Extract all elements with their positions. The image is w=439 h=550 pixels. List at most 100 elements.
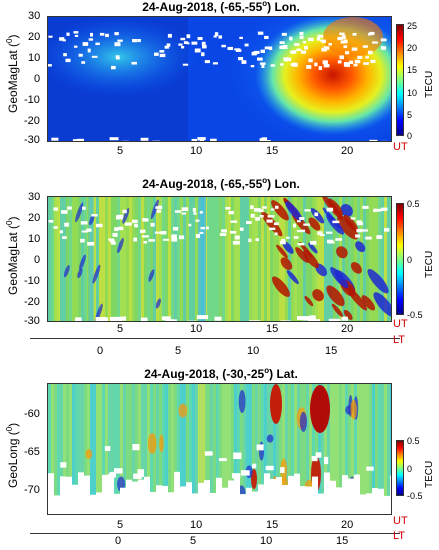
panel1-data-gap	[131, 61, 137, 65]
panel2-column-stripe	[90, 197, 93, 321]
panel3-column-stripe	[93, 384, 96, 514]
panel2-perturbation-blob	[346, 287, 368, 311]
panel2-perturbation-blob	[63, 265, 70, 278]
panel2-data-gap	[269, 227, 276, 231]
panel2-column-stripe	[51, 197, 54, 321]
panel2-heatmap	[47, 196, 392, 322]
panel2-perturbation-blob	[75, 202, 84, 223]
panel1-data-gap	[236, 49, 242, 52]
panel3-column-stripe	[123, 384, 126, 514]
panel2-data-gap	[373, 208, 378, 212]
panel3-column-stripe	[360, 384, 363, 514]
panel3-column-stripe	[147, 384, 150, 514]
panel3-data-gap	[354, 474, 360, 514]
panel2-column-stripe	[333, 197, 336, 321]
panel3-data-gap	[312, 476, 318, 514]
panel2-column-stripe	[219, 197, 222, 321]
panel2-column-stripe	[153, 197, 156, 321]
panel2-column-stripe	[144, 197, 147, 321]
panel1-data-gap	[279, 41, 285, 44]
panel2-data-gap	[61, 210, 68, 214]
panel2-data-gap	[296, 230, 304, 233]
panel1-data-gap	[357, 55, 363, 59]
panel3-data-gap	[114, 493, 120, 514]
panel2-perturbation-blob	[148, 269, 155, 282]
panel2-data-gap	[357, 222, 364, 226]
panel2-data-gap	[134, 223, 139, 228]
panel2-column-stripe	[336, 197, 339, 321]
panel3-data-gap	[162, 485, 168, 514]
panel2-data-gap	[332, 220, 340, 224]
panel2-column-stripe	[207, 197, 210, 321]
panel2-column-stripe	[330, 197, 333, 321]
panel1-data-gap	[345, 51, 350, 55]
panel3-data-gap	[315, 452, 322, 458]
panel1-ytick: 0	[34, 73, 41, 85]
panel2-column-stripe	[72, 197, 75, 321]
panel2-column-stripe	[249, 197, 252, 321]
panel2-column-stripe	[75, 197, 78, 321]
panel2-column-stripe	[321, 197, 324, 321]
panel2-data-gap	[275, 205, 279, 209]
panel3-perturbation-blob	[310, 385, 330, 433]
panel3-column-stripe	[312, 384, 315, 514]
panel1-data-gap	[285, 57, 292, 62]
panel2-tad-band	[88, 197, 94, 321]
panel2-data-gap	[143, 241, 148, 244]
panel2-column-stripe	[261, 197, 264, 321]
panel3-data-gap	[252, 491, 258, 514]
panel3-perturbation-blob	[299, 411, 308, 432]
panel3-data-gap	[216, 477, 222, 514]
panel1-data-gap	[204, 60, 210, 64]
panel1-data-gap	[186, 34, 191, 39]
panel1-data-gap	[59, 37, 65, 41]
panel2-data-gap	[293, 236, 299, 239]
panel2-data-gap	[250, 213, 255, 218]
panel2-column-stripe	[171, 197, 174, 321]
panel2-data-gap	[317, 231, 323, 236]
panel2-data-gap	[230, 220, 238, 223]
panel2-column-stripe	[216, 197, 219, 321]
panel3-lt-tick: 0	[115, 535, 122, 547]
panel3-column-stripe	[78, 384, 81, 514]
panel3-perturbation-blob	[350, 399, 357, 420]
panel1-data-gap	[362, 45, 368, 48]
panel3-data-gap	[78, 472, 84, 514]
panel1-data-gap	[201, 52, 205, 57]
panel1-data-gap	[63, 53, 67, 57]
panel3-column-stripe	[99, 384, 102, 514]
panel1-ytick: 30	[28, 10, 41, 22]
panel2-data-gap	[195, 219, 200, 222]
panel2-lt-tick: 10	[247, 345, 260, 357]
panel1-data-gap	[130, 141, 135, 142]
panel3-data-gap	[342, 475, 348, 514]
panel2-cbar-tick: -0.5	[407, 310, 423, 320]
panel2-column-stripe	[183, 197, 186, 321]
panel3-data-gap	[102, 474, 108, 514]
panel2-perturbation-blob	[373, 292, 391, 317]
panel3-column-stripe	[141, 384, 144, 514]
panel2-perturbation-blob	[271, 200, 289, 221]
panel3-data-gap	[60, 476, 66, 514]
panel3-data-gap	[54, 495, 60, 514]
panel1-data-gap	[321, 47, 327, 52]
panel2-data-gap	[86, 228, 92, 232]
panel2-column-stripe	[210, 197, 213, 321]
panel2-data-gap	[148, 239, 156, 242]
panel2-perturbation-blob	[261, 211, 283, 237]
panel2-data-gap	[173, 226, 179, 231]
panel1-data-gap	[363, 62, 369, 65]
panel1-data-gap	[316, 37, 321, 41]
panel1-data-gap	[115, 55, 120, 59]
panel1-ytick: -10	[24, 94, 40, 106]
panel2-data-gap	[356, 220, 362, 224]
panel3-cbar-tick: 0	[407, 464, 413, 474]
panel1-data-gap	[283, 57, 289, 60]
panel1-data-gap	[365, 56, 369, 59]
panel2-column-stripe	[168, 197, 171, 321]
panel1-data-gap	[367, 50, 373, 55]
panel3-column-stripe	[81, 384, 84, 514]
panel2-column-stripe	[120, 197, 123, 321]
panel2-column-stripe	[66, 197, 69, 321]
panel2-xtick: 15	[266, 323, 279, 335]
